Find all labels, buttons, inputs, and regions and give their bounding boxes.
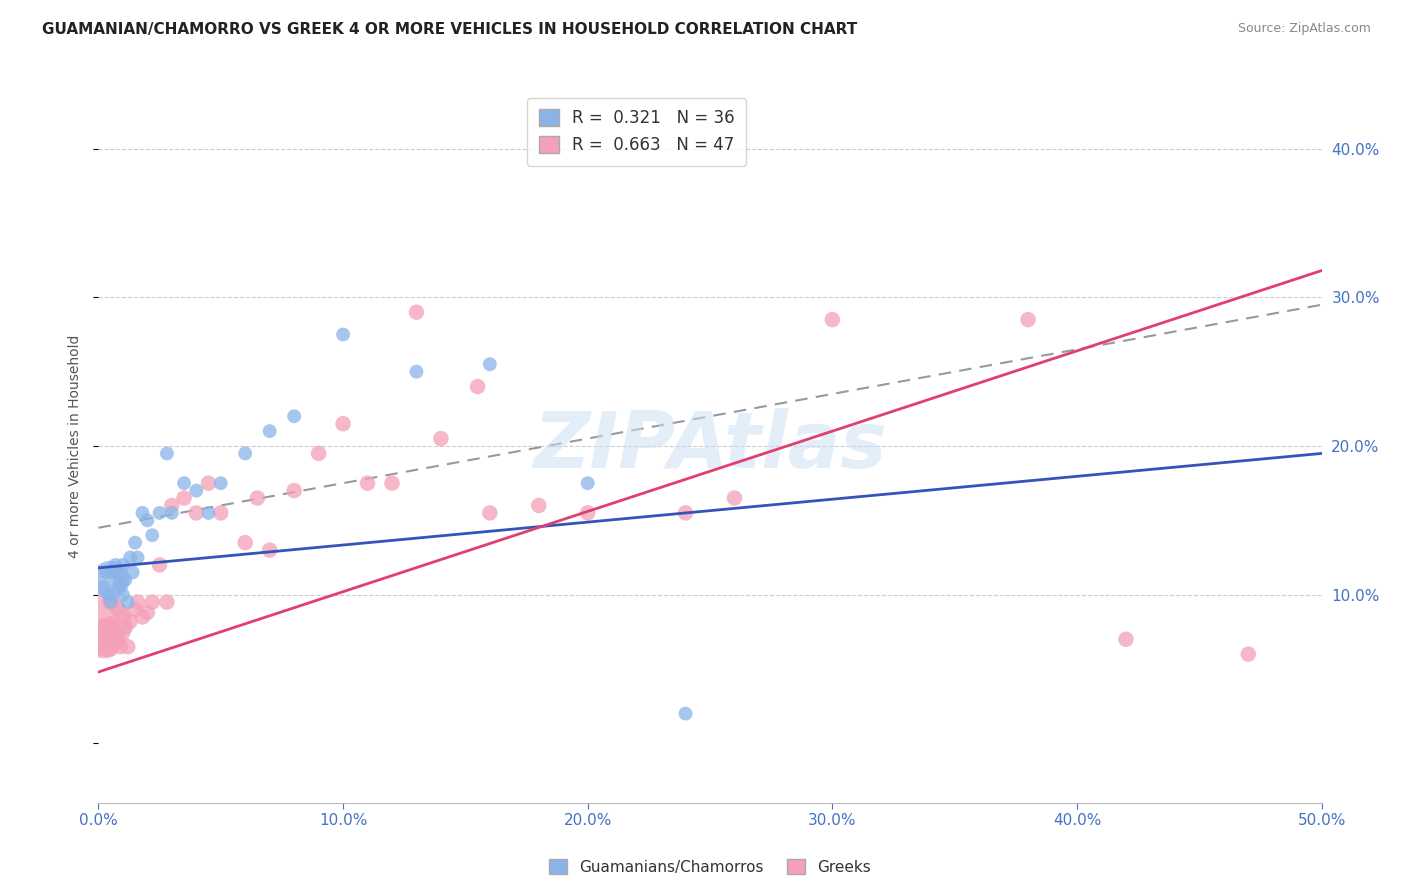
Text: GUAMANIAN/CHAMORRO VS GREEK 4 OR MORE VEHICLES IN HOUSEHOLD CORRELATION CHART: GUAMANIAN/CHAMORRO VS GREEK 4 OR MORE VE…: [42, 22, 858, 37]
Point: [675, 706, 697, 721]
Point: [332, 417, 354, 431]
Point: [576, 476, 599, 491]
Point: [107, 580, 129, 594]
Point: [107, 602, 129, 616]
Point: [104, 558, 127, 572]
Point: [107, 629, 129, 643]
Point: [283, 483, 305, 498]
Point: [209, 506, 232, 520]
Point: [136, 513, 159, 527]
Point: [136, 606, 159, 620]
Point: [120, 615, 142, 629]
Point: [821, 312, 844, 326]
Point: [173, 491, 195, 505]
Point: [576, 506, 599, 520]
Point: [101, 624, 124, 639]
Point: [97, 588, 120, 602]
Point: [160, 506, 183, 520]
Point: [110, 575, 132, 590]
Point: [121, 566, 143, 580]
Point: [117, 640, 139, 654]
Point: [94, 624, 117, 639]
Point: [131, 610, 153, 624]
Point: [246, 491, 269, 505]
Point: [114, 573, 136, 587]
Point: [100, 617, 122, 632]
Point: [91, 632, 114, 647]
Point: [173, 476, 195, 491]
Point: [259, 543, 281, 558]
Point: [197, 506, 219, 520]
Point: [127, 595, 149, 609]
Point: [94, 566, 117, 580]
Point: [100, 595, 122, 609]
Point: [127, 550, 149, 565]
Point: [405, 305, 427, 319]
Point: [120, 550, 142, 565]
Legend: Guamanians/Chamorros, Greeks: Guamanians/Chamorros, Greeks: [543, 853, 877, 880]
Point: [332, 327, 354, 342]
Point: [1237, 647, 1260, 661]
Point: [156, 446, 179, 460]
Point: [111, 610, 134, 624]
Point: [131, 506, 153, 520]
Point: [111, 558, 134, 572]
Point: [478, 357, 501, 371]
Point: [100, 573, 122, 587]
Point: [160, 499, 183, 513]
Point: [149, 506, 172, 520]
Point: [527, 499, 550, 513]
Point: [405, 365, 427, 379]
Point: [91, 580, 114, 594]
Point: [308, 446, 330, 460]
Point: [97, 640, 120, 654]
Point: [141, 595, 163, 609]
Point: [381, 476, 404, 491]
Point: [1115, 632, 1137, 647]
Point: [90, 617, 112, 632]
Point: [124, 535, 146, 549]
Point: [233, 535, 256, 549]
Point: [430, 432, 453, 446]
Point: [1017, 312, 1039, 326]
Point: [141, 528, 163, 542]
Point: [675, 506, 697, 520]
Point: [186, 483, 208, 498]
Point: [209, 476, 232, 491]
Point: [111, 588, 134, 602]
Point: [114, 620, 136, 634]
Point: [259, 424, 281, 438]
Point: [104, 635, 127, 649]
Point: [117, 595, 139, 609]
Point: [149, 558, 172, 572]
Point: [467, 379, 489, 393]
Point: [356, 476, 378, 491]
Point: [186, 506, 208, 520]
Point: [478, 506, 501, 520]
Point: [723, 491, 745, 505]
Text: ZIPAtlas: ZIPAtlas: [533, 408, 887, 484]
Point: [124, 602, 146, 616]
Point: [233, 446, 256, 460]
Point: [107, 566, 129, 580]
Point: [156, 595, 179, 609]
Point: [283, 409, 305, 424]
Text: Source: ZipAtlas.com: Source: ZipAtlas.com: [1237, 22, 1371, 36]
Point: [197, 476, 219, 491]
Point: [110, 640, 132, 654]
Y-axis label: 4 or more Vehicles in Household: 4 or more Vehicles in Household: [69, 334, 83, 558]
Point: [101, 566, 124, 580]
Point: [100, 595, 122, 609]
